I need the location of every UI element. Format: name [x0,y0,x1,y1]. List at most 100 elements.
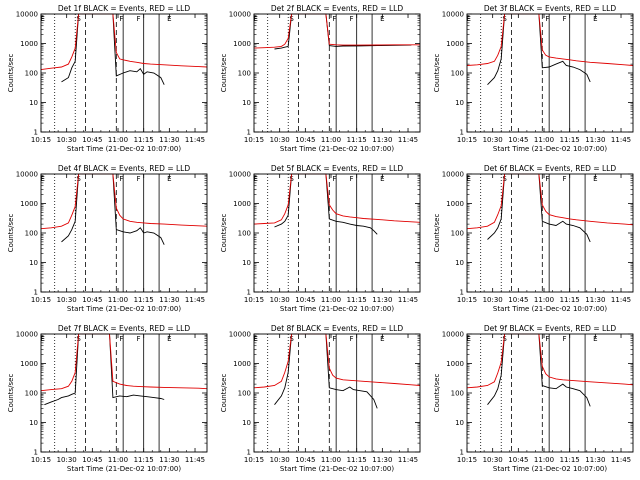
x-tick-label: 11:15 [347,456,367,464]
region-label: E [253,175,257,183]
events-series-line [44,333,165,406]
x-tick-label: 10:30 [483,136,503,144]
chart-panel-9f: Det 9f BLACK = Events, RED = LLD 1 10 100 10… [433,324,634,473]
x-tick-label: 11:00 [108,296,128,304]
region-label: F [332,175,336,183]
y-tick-label: 10 [242,99,251,107]
region-label: E [380,15,384,23]
events-series-line [61,13,165,85]
y-tick-label: 1000 [20,40,38,48]
chart-panel-4f: Det 4f BLACK = Events, RED = LLD 1 10 100 10… [7,164,208,313]
x-axis-label: Start Time (21-Dec-02 10:07:00) [67,465,181,473]
chart-title: Det 1f BLACK = Events, RED = LLD [58,4,191,13]
x-tick-label: 11:30 [585,136,605,144]
lld-series-line [40,13,208,71]
x-tick-label: 11:15 [134,296,154,304]
region-label: F [119,335,123,343]
lld-series-line [466,13,634,66]
y-tick-label: 1000 [446,40,464,48]
x-tick-label: 11:30 [585,296,605,304]
x-tick-label: 11:00 [321,296,341,304]
x-tick-label: 10:30 [57,136,77,144]
x-tick-label: 11:00 [534,456,554,464]
x-tick-label: 11:15 [347,296,367,304]
plot-frame [466,333,634,453]
region-label: E [593,15,597,23]
x-tick-label: 11:30 [372,136,392,144]
x-tick-label: 10:15 [457,456,477,464]
plot-frame [253,173,421,293]
y-tick-label: 100 [451,230,464,238]
region-label: F [350,175,354,183]
plot-frame [40,13,208,133]
y-tick-label: 10000 [442,331,464,339]
events-series-line [61,173,165,245]
events-series-line [274,333,378,409]
region-label: E [380,335,384,343]
x-tick-label: 11:00 [534,296,554,304]
y-tick-label: 1 [247,449,251,457]
x-tick-label: 10:30 [57,296,77,304]
y-tick-label: 10 [455,259,464,267]
region-label: F [545,175,549,183]
x-tick-label: 11:15 [134,456,154,464]
x-tick-label: 11:30 [159,296,179,304]
x-tick-label: 11:15 [560,136,580,144]
y-tick-label: 10000 [229,331,251,339]
x-tick-label: 11:00 [534,136,554,144]
region-label: E [40,15,44,23]
x-tick-label: 10:30 [270,136,290,144]
chart-panel-3f: Det 3f BLACK = Events, RED = LLD 1 10 100 10… [433,4,634,153]
x-tick-label: 11:30 [585,456,605,464]
chart-panel-6f: Det 6f BLACK = Events, RED = LLD 1 10 100 10… [433,164,634,313]
chart-panel-1f: Det 1f BLACK = Events, RED = LLD 1 10 100 10… [7,4,208,153]
x-tick-label: 11:45 [398,136,418,144]
x-tick-label: 10:45 [295,456,315,464]
region-label: E [466,15,470,23]
x-axis-label: Start Time (21-Dec-02 10:07:00) [67,145,181,153]
x-tick-label: 11:00 [321,456,341,464]
region-label: F [545,15,549,23]
region-label: E [380,175,384,183]
y-axis-label: Counts/sec [7,214,15,253]
chart-panel-7f: Det 7f BLACK = Events, RED = LLD 1 10 100 10… [7,324,208,473]
region-label: E [593,335,597,343]
region-label: F [137,15,141,23]
y-tick-label: 10000 [229,11,251,19]
x-tick-label: 10:15 [31,136,51,144]
y-axis-label: Counts/sec [7,374,15,413]
region-label: S [76,175,81,183]
x-tick-label: 10:15 [31,456,51,464]
x-tick-label: 11:45 [185,296,205,304]
region-label: S [76,15,81,23]
region-label: F [563,15,567,23]
y-tick-label: 10 [242,419,251,427]
lld-series-line [466,173,634,230]
y-tick-label: 1 [247,129,251,137]
x-axis-label: Start Time (21-Dec-02 10:07:00) [493,145,607,153]
x-tick-label: 10:45 [82,296,102,304]
y-axis-label: Counts/sec [220,54,228,93]
region-label: F [137,335,141,343]
region-label: F [563,175,567,183]
events-series-line [274,13,412,50]
x-tick-label: 10:15 [244,456,264,464]
x-tick-label: 11:45 [185,136,205,144]
x-tick-label: 10:30 [270,296,290,304]
events-series-line [487,333,591,407]
events-series-line [487,173,591,243]
x-tick-label: 10:45 [508,456,528,464]
y-tick-label: 10 [455,419,464,427]
events-series-line [274,173,378,235]
y-tick-label: 1 [34,289,38,297]
lld-series-line [40,333,208,392]
chart-title: Det 8f BLACK = Events, RED = LLD [271,324,404,333]
chart-panel-8f: Det 8f BLACK = Events, RED = LLD 1 10 100 10… [220,324,421,473]
x-tick-label: 11:15 [347,136,367,144]
y-axis-label: Counts/sec [433,374,441,413]
lld-series-line [253,13,420,49]
x-tick-label: 11:15 [560,296,580,304]
chart-title: Det 4f BLACK = Events, RED = LLD [58,164,191,173]
x-tick-label: 10:30 [483,456,503,464]
y-axis-label: Counts/sec [433,54,441,93]
